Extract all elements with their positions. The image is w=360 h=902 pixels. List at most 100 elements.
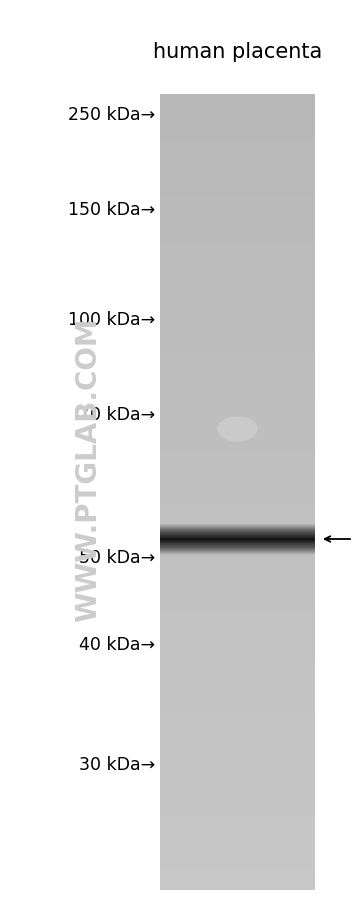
Bar: [160, 457, 315, 461]
Bar: [160, 494, 315, 498]
Bar: [160, 434, 315, 437]
Bar: [160, 569, 315, 572]
Bar: [160, 198, 315, 201]
Bar: [160, 802, 315, 805]
Bar: [160, 344, 315, 347]
Bar: [160, 153, 315, 156]
Bar: [160, 738, 315, 741]
Bar: [160, 95, 315, 98]
Bar: [160, 286, 315, 289]
Bar: [160, 606, 315, 609]
Bar: [160, 114, 315, 116]
Bar: [160, 754, 315, 757]
Bar: [160, 640, 315, 643]
Bar: [160, 524, 315, 527]
Bar: [160, 476, 315, 479]
Bar: [160, 780, 315, 784]
Bar: [160, 423, 315, 427]
Bar: [160, 251, 315, 254]
Bar: [160, 788, 315, 792]
Bar: [160, 320, 315, 323]
Bar: [160, 704, 315, 707]
Bar: [160, 341, 315, 345]
Bar: [160, 576, 315, 580]
Bar: [160, 116, 315, 119]
Bar: [160, 770, 315, 773]
Bar: [160, 111, 315, 114]
Bar: [160, 497, 315, 501]
Bar: [160, 653, 315, 657]
Bar: [160, 820, 315, 824]
Bar: [160, 386, 315, 390]
Bar: [160, 862, 315, 866]
Bar: [160, 860, 315, 863]
Bar: [160, 677, 315, 680]
Bar: [160, 126, 315, 130]
Bar: [160, 794, 315, 796]
Bar: [160, 465, 315, 469]
Bar: [160, 796, 315, 799]
Bar: [160, 590, 315, 593]
Bar: [160, 132, 315, 135]
Bar: [160, 574, 315, 577]
Bar: [160, 842, 315, 844]
Bar: [160, 315, 315, 318]
Bar: [160, 847, 315, 850]
Bar: [160, 283, 315, 286]
Bar: [160, 683, 315, 686]
Bar: [160, 672, 315, 675]
Bar: [160, 349, 315, 352]
Bar: [160, 439, 315, 442]
Bar: [160, 241, 315, 244]
Bar: [160, 550, 315, 553]
Text: human placenta: human placenta: [153, 42, 322, 62]
Bar: [160, 558, 315, 561]
Bar: [160, 701, 315, 704]
Bar: [160, 839, 315, 842]
Bar: [160, 159, 315, 161]
Bar: [160, 749, 315, 752]
Bar: [160, 219, 315, 223]
Bar: [160, 812, 315, 815]
Bar: [160, 296, 315, 299]
Bar: [160, 833, 315, 836]
Bar: [160, 601, 315, 603]
Bar: [160, 799, 315, 802]
Bar: [160, 725, 315, 728]
Bar: [160, 638, 315, 640]
Bar: [160, 817, 315, 821]
Bar: [160, 188, 315, 190]
Bar: [160, 529, 315, 532]
Bar: [160, 587, 315, 591]
Text: 70 kDa→: 70 kDa→: [79, 406, 155, 424]
Bar: [160, 383, 315, 387]
Bar: [160, 338, 315, 342]
Bar: [160, 487, 315, 490]
Bar: [160, 122, 315, 124]
Bar: [160, 216, 315, 220]
Bar: [160, 293, 315, 297]
Bar: [160, 482, 315, 484]
Bar: [160, 844, 315, 847]
Bar: [160, 527, 315, 529]
Bar: [160, 397, 315, 400]
Bar: [160, 407, 315, 410]
Bar: [160, 129, 315, 133]
Bar: [160, 455, 315, 458]
Text: 50 kDa→: 50 kDa→: [79, 548, 155, 566]
Bar: [160, 370, 315, 373]
Bar: [160, 649, 315, 651]
Bar: [160, 301, 315, 305]
Bar: [160, 171, 315, 175]
Bar: [160, 783, 315, 787]
Text: 100 kDa→: 100 kDa→: [68, 310, 155, 328]
Bar: [160, 850, 315, 852]
Bar: [160, 879, 315, 881]
Bar: [160, 201, 315, 204]
Bar: [160, 134, 315, 138]
Bar: [160, 259, 315, 262]
Bar: [160, 318, 315, 320]
Bar: [160, 304, 315, 308]
Bar: [160, 735, 315, 739]
Bar: [160, 768, 315, 770]
